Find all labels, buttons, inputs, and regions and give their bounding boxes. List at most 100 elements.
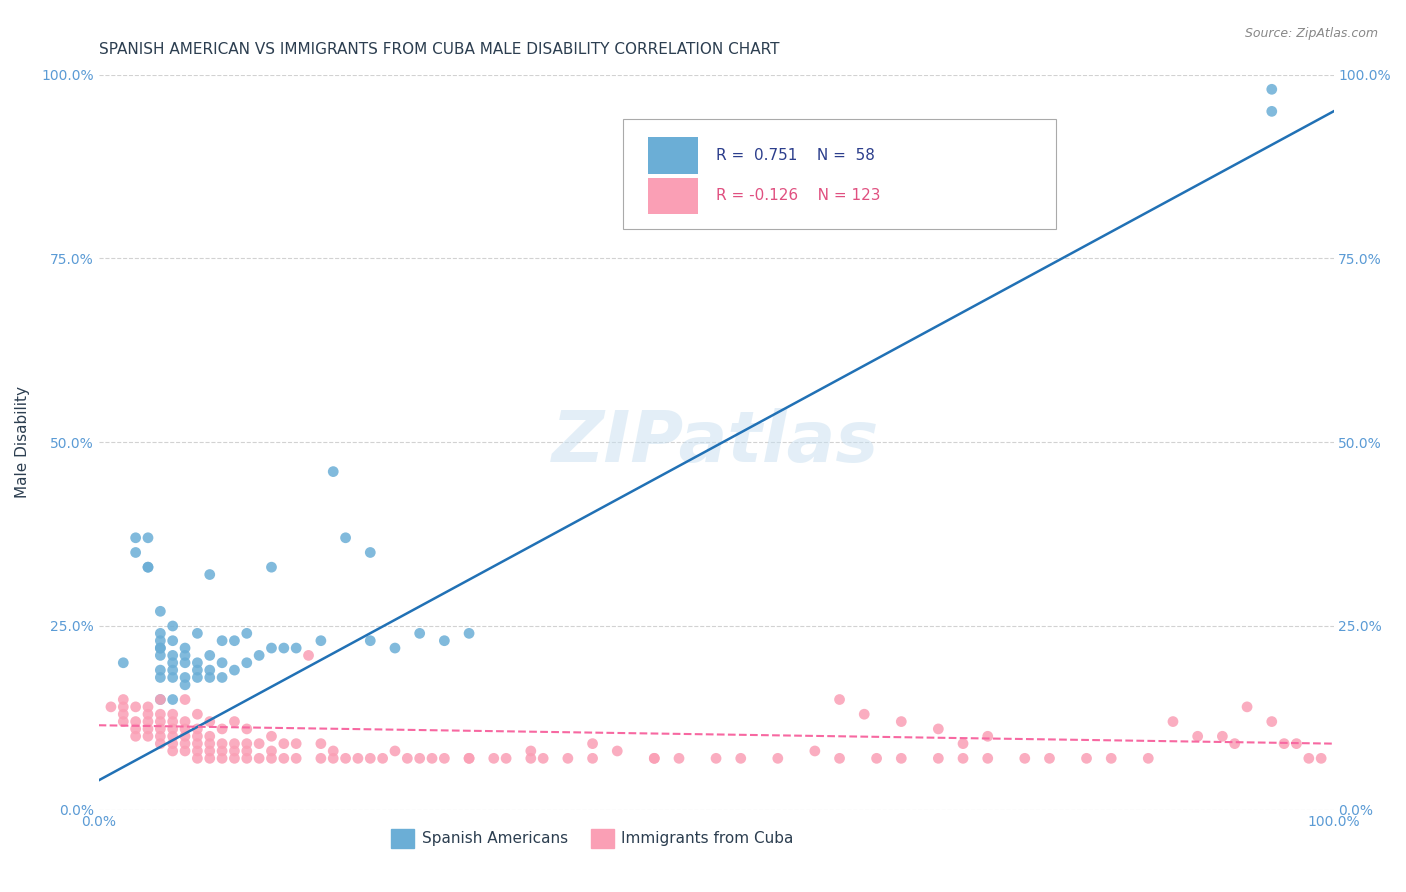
Point [162, 670, 184, 684]
Point [668, 751, 690, 765]
Point [174, 656, 197, 670]
Point [977, 751, 1000, 765]
Point [285, 737, 308, 751]
Point [1285, 737, 1308, 751]
Point [309, 737, 332, 751]
FancyBboxPatch shape [623, 119, 1056, 229]
Point [162, 633, 184, 648]
Point [977, 729, 1000, 743]
Point [236, 626, 259, 640]
Point [149, 604, 172, 618]
Point [186, 670, 208, 684]
Point [112, 656, 135, 670]
Point [211, 656, 233, 670]
Point [247, 737, 270, 751]
Point [1261, 714, 1284, 729]
Point [149, 737, 172, 751]
Point [162, 707, 184, 722]
Point [1187, 729, 1209, 743]
Point [124, 722, 146, 736]
Point [211, 633, 233, 648]
Point [285, 641, 308, 656]
Point [236, 737, 259, 751]
Point [273, 737, 295, 751]
Point [952, 737, 974, 751]
Point [1310, 751, 1333, 765]
Point [112, 707, 135, 722]
Point [112, 714, 135, 729]
Point [1038, 751, 1060, 765]
Point [1137, 751, 1160, 765]
Point [531, 751, 554, 765]
Point [335, 751, 357, 765]
Point [198, 729, 221, 743]
Point [247, 751, 270, 765]
Point [174, 648, 197, 663]
Point [136, 729, 159, 743]
Point [581, 737, 603, 751]
Point [766, 751, 789, 765]
Point [890, 714, 912, 729]
Point [285, 751, 308, 765]
Point [581, 751, 603, 765]
Point [149, 663, 172, 677]
Point [174, 641, 197, 656]
Point [1211, 729, 1233, 743]
Point [112, 692, 135, 706]
Point [309, 633, 332, 648]
Point [247, 648, 270, 663]
Point [890, 751, 912, 765]
Point [198, 670, 221, 684]
Point [952, 751, 974, 765]
Point [162, 663, 184, 677]
Point [1223, 737, 1246, 751]
Point [174, 670, 197, 684]
Text: Source: ZipAtlas.com: Source: ZipAtlas.com [1244, 27, 1378, 40]
Point [408, 751, 430, 765]
Text: SPANISH AMERICAN VS IMMIGRANTS FROM CUBA MALE DISABILITY CORRELATION CHART: SPANISH AMERICAN VS IMMIGRANTS FROM CUBA… [98, 42, 779, 57]
Point [211, 670, 233, 684]
Point [198, 663, 221, 677]
Point [186, 729, 208, 743]
Point [174, 722, 197, 736]
Point [162, 714, 184, 729]
Point [804, 744, 827, 758]
Point [198, 751, 221, 765]
Point [458, 751, 481, 765]
Point [384, 641, 406, 656]
Point [322, 751, 344, 765]
Point [211, 737, 233, 751]
Point [260, 641, 283, 656]
Point [927, 722, 949, 736]
Point [297, 648, 319, 663]
Point [482, 751, 505, 765]
Point [149, 648, 172, 663]
Point [322, 744, 344, 758]
Point [136, 560, 159, 574]
Text: R = -0.126    N = 123: R = -0.126 N = 123 [716, 188, 880, 203]
Point [520, 751, 543, 765]
Point [1236, 699, 1258, 714]
Point [149, 633, 172, 648]
Point [260, 744, 283, 758]
Text: R =  0.751    N =  58: R = 0.751 N = 58 [716, 148, 875, 163]
Point [186, 626, 208, 640]
Point [174, 729, 197, 743]
Point [186, 751, 208, 765]
Point [359, 545, 381, 559]
Point [149, 714, 172, 729]
Point [260, 751, 283, 765]
Point [149, 641, 172, 656]
Point [224, 633, 246, 648]
Point [1099, 751, 1122, 765]
Point [927, 751, 949, 765]
Point [186, 663, 208, 677]
Point [865, 751, 887, 765]
Point [371, 751, 394, 765]
Point [149, 707, 172, 722]
Point [408, 626, 430, 640]
Bar [648, 178, 697, 214]
Point [260, 729, 283, 743]
Point [495, 751, 517, 765]
Point [124, 714, 146, 729]
